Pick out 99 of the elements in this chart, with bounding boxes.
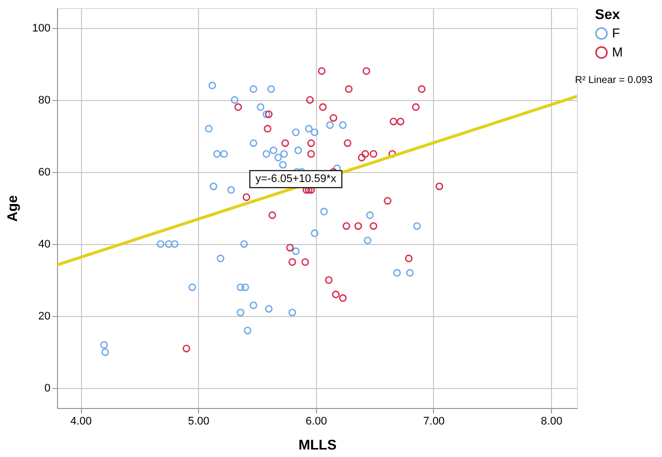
legend-title: Sex: [595, 6, 620, 22]
point: [262, 150, 270, 158]
x-axis-title: MLLS: [298, 436, 337, 452]
y-tick-label: 0: [44, 382, 50, 395]
legend-label: F: [612, 26, 620, 40]
point: [288, 308, 296, 316]
point: [256, 103, 264, 111]
point: [164, 240, 173, 248]
legend-label: M: [612, 44, 623, 60]
point: [264, 124, 272, 133]
point: [213, 150, 221, 158]
point: [339, 294, 347, 302]
point: [319, 103, 327, 111]
point: [250, 85, 258, 93]
point: [170, 240, 178, 248]
point: [301, 258, 310, 266]
y-tick-label: 80: [38, 94, 50, 106]
point: [292, 128, 300, 136]
x-tick-label: 4.00: [70, 416, 92, 428]
point: [210, 182, 218, 190]
point: [320, 208, 328, 216]
point: [354, 222, 362, 230]
point: [230, 96, 238, 104]
point: [101, 348, 110, 356]
y-axis-title: Age: [4, 195, 20, 222]
point: [286, 244, 294, 252]
point: [227, 186, 235, 194]
point: [366, 211, 374, 220]
point: [234, 103, 242, 111]
point: [330, 114, 338, 122]
point: [182, 344, 190, 352]
point: [292, 247, 300, 256]
x-tick-label: 7.00: [423, 416, 445, 428]
y-tick-label: 20: [38, 310, 50, 323]
point: [310, 229, 318, 238]
point: [236, 308, 244, 316]
point: [436, 182, 444, 190]
point: [220, 150, 228, 158]
point: [244, 326, 252, 334]
point: [342, 222, 350, 230]
point: [390, 118, 398, 126]
point: [396, 118, 404, 126]
point: [339, 121, 347, 129]
point: [236, 283, 244, 292]
point: [188, 283, 196, 292]
y-tick-label: 100: [32, 22, 50, 34]
point: [274, 154, 282, 162]
point: [344, 139, 352, 147]
x-tick-label: 8.00: [540, 416, 562, 428]
point: [304, 124, 313, 133]
point: [240, 240, 248, 248]
point: [216, 254, 224, 262]
point: [370, 222, 378, 230]
point: [280, 150, 288, 158]
point: [310, 128, 318, 136]
point: [156, 240, 164, 248]
point: [208, 82, 216, 90]
point: [364, 236, 372, 244]
point: [412, 103, 420, 111]
point: [418, 85, 426, 93]
y-tick-label: 40: [38, 238, 50, 251]
point: [241, 283, 250, 292]
point: [250, 301, 258, 310]
point: [393, 269, 401, 277]
point: [361, 150, 370, 158]
point: [270, 146, 278, 154]
point: [262, 110, 270, 118]
point: [370, 150, 378, 158]
point: [332, 290, 340, 298]
point: [307, 139, 315, 147]
point: [358, 154, 366, 162]
point: [318, 67, 326, 75]
point: [307, 150, 315, 158]
point: [294, 146, 302, 154]
point: [250, 139, 258, 147]
point: [384, 196, 392, 205]
point: [281, 139, 290, 147]
point: [344, 85, 353, 93]
point: [362, 67, 370, 75]
y-tick-label: 60: [38, 166, 50, 178]
point: [324, 276, 333, 284]
point: [279, 160, 287, 169]
point: [413, 222, 421, 230]
point: [264, 110, 273, 118]
annotation: R² Linear = 0.093: [575, 75, 653, 86]
point: [100, 341, 108, 349]
point: [267, 85, 275, 93]
point: [306, 96, 314, 104]
x-tick-label: 5.00: [188, 416, 210, 428]
point: [204, 124, 213, 133]
point: [406, 269, 414, 277]
point: [268, 211, 276, 220]
point: [404, 254, 413, 262]
point: [326, 121, 334, 129]
point: [264, 305, 273, 313]
point: [288, 258, 296, 266]
x-tick-label: 6.00: [306, 416, 328, 428]
annotation: y=-6.05+10.59*x: [255, 173, 337, 186]
point: [242, 193, 250, 201]
